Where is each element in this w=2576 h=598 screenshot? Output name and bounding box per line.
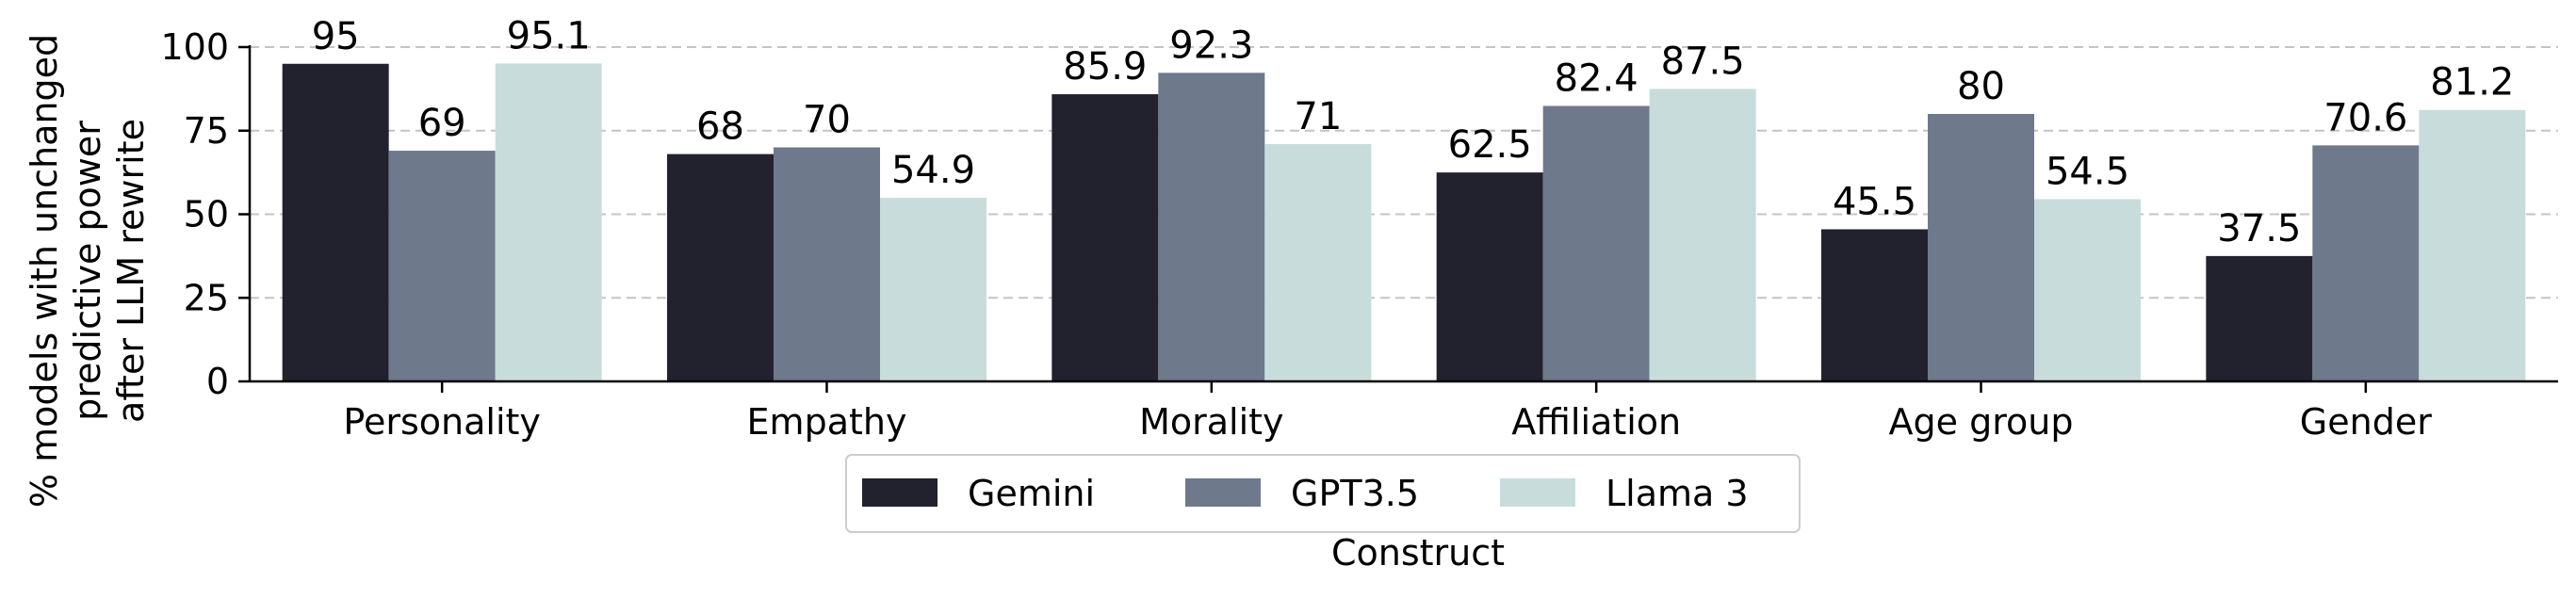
- y-tick-label: 50: [184, 194, 229, 235]
- legend-label: GPT3.5: [1291, 473, 1419, 514]
- y-axis-label-line: predictive power: [67, 121, 108, 421]
- data-label: 71: [1294, 95, 1342, 138]
- x-tick-label: Morality: [1139, 401, 1283, 443]
- gridlines: [250, 46, 2558, 299]
- data-label: 69: [418, 102, 466, 145]
- bar-gemini: [1436, 172, 1543, 381]
- data-labels: 95 69 95.1 68 70 54.9 85.9 92.3 71 62.5 82.4 87.5 45…: [312, 14, 2515, 250]
- x-tick-label: Personality: [343, 401, 540, 443]
- data-label: 82.4: [1555, 57, 1639, 100]
- bar-llama-3: [880, 198, 986, 381]
- y-tick-label: 0: [206, 361, 229, 402]
- bar-llama-3: [495, 63, 602, 382]
- bar-gpt3-5: [1542, 105, 1650, 381]
- bar-gemini: [1821, 229, 1928, 381]
- legend-label: Llama 3: [1606, 473, 1749, 514]
- bar-gpt3-5: [1928, 114, 2034, 381]
- x-tick-label: Empathy: [747, 401, 907, 443]
- data-label: 85.9: [1063, 45, 1147, 89]
- y-tick-label: 75: [184, 110, 229, 152]
- bars: [282, 63, 2526, 382]
- y-axis-label-line: % models with unchanged: [24, 34, 65, 508]
- x-tick-label: Age group: [1889, 401, 2074, 443]
- data-label: 81.2: [2430, 61, 2514, 105]
- data-label: 68: [696, 105, 744, 149]
- data-label: 62.5: [1448, 123, 1532, 167]
- data-label: 92.3: [1169, 24, 1253, 67]
- data-label: 95.1: [507, 14, 591, 57]
- bar-gpt3-5: [388, 151, 496, 381]
- data-label: 70: [803, 99, 851, 142]
- data-label: 80: [1957, 65, 2005, 108]
- bar-gpt3-5: [774, 147, 880, 381]
- data-label: 95: [312, 15, 360, 58]
- legend-box: [845, 454, 1801, 533]
- y-axis-label-line: after LLM rewrite: [110, 119, 152, 423]
- data-label: 37.5: [2217, 207, 2301, 251]
- legend-label: Gemini: [968, 473, 1095, 514]
- data-label: 54.9: [891, 149, 975, 192]
- bar-gpt3-5: [1158, 73, 1265, 382]
- bar-gpt3-5: [2312, 145, 2420, 381]
- x-tick-label: Affiliation: [1511, 401, 1681, 443]
- bar-llama-3: [1264, 143, 1372, 381]
- legend-swatch: [1185, 478, 1261, 507]
- bar-llama-3: [2034, 199, 2141, 381]
- bar-llama-3: [1649, 89, 1756, 381]
- bar-gemini: [2206, 255, 2313, 381]
- data-label: 87.5: [1661, 40, 1745, 83]
- bar-gemini: [1052, 94, 1159, 382]
- bar-gemini: [667, 154, 774, 381]
- bar-llama-3: [2419, 109, 2526, 382]
- legend[interactable]: Gemini GPT3.5 Llama 3: [845, 454, 1801, 533]
- data-label: 70.6: [2323, 96, 2407, 139]
- x-ticks: Personality Empathy Morality Affiliation Age…: [343, 381, 2432, 443]
- y-tick-label: 100: [160, 26, 229, 68]
- data-label: 54.5: [2046, 151, 2129, 194]
- y-ticks: 0 25 50 75 100: [160, 26, 250, 402]
- x-axis-label: Construct: [1331, 532, 1505, 574]
- bar-gemini: [282, 63, 389, 381]
- x-tick-label: Gender: [2300, 401, 2432, 443]
- data-label: 45.5: [1833, 180, 1916, 223]
- y-tick-label: 25: [184, 277, 229, 318]
- y-axis-label: % models with unchanged predictive power a…: [24, 34, 152, 508]
- legend-swatch: [1500, 478, 1575, 507]
- legend-swatch: [862, 478, 937, 507]
